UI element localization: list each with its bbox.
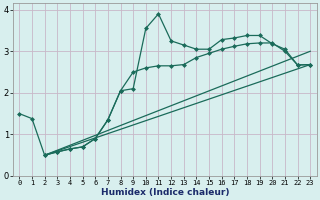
X-axis label: Humidex (Indice chaleur): Humidex (Indice chaleur) (100, 188, 229, 197)
